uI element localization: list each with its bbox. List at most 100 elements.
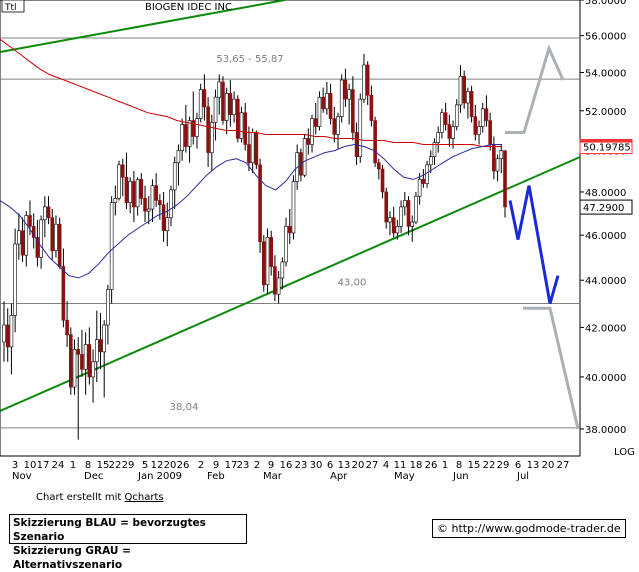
candle-body bbox=[425, 164, 429, 184]
candle-body bbox=[180, 124, 184, 151]
candle-body bbox=[46, 206, 51, 218]
level-label: 43,00 bbox=[338, 278, 367, 289]
candle-body bbox=[436, 132, 441, 143]
x-day-label: 22 bbox=[109, 460, 122, 471]
qcharts-link[interactable]: Qcharts bbox=[124, 492, 164, 503]
y-tick-label: 44.0000 bbox=[585, 276, 626, 287]
candle-body bbox=[43, 206, 47, 221]
x-month-label: Jul bbox=[516, 471, 529, 482]
candle-body bbox=[72, 349, 77, 388]
symbol-label: Ttl bbox=[4, 3, 17, 13]
x-day-label: 5 bbox=[142, 460, 148, 471]
candle-body bbox=[273, 266, 277, 295]
candle-body bbox=[495, 158, 500, 172]
x-day-label: 26 bbox=[177, 460, 190, 471]
candle-body bbox=[146, 208, 151, 212]
candle-body bbox=[458, 75, 463, 106]
y-tick-label: 58.0000 bbox=[585, 0, 626, 7]
candle-body bbox=[24, 215, 29, 256]
candle-body bbox=[306, 138, 311, 145]
candle-body bbox=[358, 98, 363, 157]
x-day-label: 30 bbox=[310, 460, 323, 471]
legend-gray-text: Skizzierung GRAU = Alternativszenario bbox=[13, 545, 131, 571]
candle-body bbox=[87, 344, 92, 378]
x-day-label: 17 bbox=[225, 460, 238, 471]
chart-area: 53,65 - 55,87 43,00 38,04 38.0000 40.0000 42.… bbox=[0, 0, 635, 482]
x-day-label: 3 bbox=[12, 460, 18, 471]
candle-body bbox=[80, 354, 84, 370]
x-day-label: 2 bbox=[254, 460, 260, 471]
candle-body bbox=[217, 81, 222, 98]
x-day-label: 20 bbox=[164, 460, 177, 471]
candle-body bbox=[17, 230, 21, 245]
source-url-box: © http://www.godmode-trader.de bbox=[432, 519, 626, 538]
x-day-label: 18 bbox=[410, 460, 423, 471]
x-day-label: 26 bbox=[425, 460, 438, 471]
candle-body bbox=[206, 106, 210, 153]
x-day-label: 13 bbox=[527, 460, 540, 471]
x-day-label: 16 bbox=[280, 460, 293, 471]
candle-body bbox=[428, 156, 433, 166]
x-day-label: 15 bbox=[468, 460, 481, 471]
candle-body bbox=[388, 217, 392, 223]
candle-body bbox=[224, 93, 229, 121]
candle-body bbox=[20, 230, 25, 256]
candle-body bbox=[499, 150, 504, 160]
candle-body bbox=[380, 168, 385, 193]
x-day-label: 9 bbox=[213, 460, 219, 471]
candles bbox=[2, 53, 507, 440]
copyright-symbol: © bbox=[437, 522, 448, 535]
price-tag-box bbox=[579, 199, 633, 215]
x-day-label: 22 bbox=[483, 460, 496, 471]
x-month-label: Dec bbox=[84, 471, 103, 482]
x-day-label: 8 bbox=[456, 460, 462, 471]
candle-body bbox=[187, 120, 192, 147]
candle-body bbox=[402, 200, 407, 208]
candle-body bbox=[325, 93, 329, 110]
candle-body bbox=[365, 64, 370, 96]
candle-body bbox=[124, 176, 129, 203]
candle-body bbox=[61, 266, 66, 321]
x-day-label: 13 bbox=[338, 460, 351, 471]
candle-body bbox=[2, 324, 6, 343]
x-month-label: Apr bbox=[330, 471, 348, 482]
candle-body bbox=[466, 91, 470, 104]
candle-body bbox=[13, 243, 17, 316]
candle-body bbox=[221, 81, 225, 121]
x-month-label: Feb bbox=[207, 471, 225, 482]
candle-body bbox=[150, 185, 155, 210]
source-url[interactable]: http://www.godmode-trader.de bbox=[451, 522, 621, 535]
x-day-label: 4 bbox=[383, 460, 389, 471]
x-day-label: 11 bbox=[394, 460, 407, 471]
candle-body bbox=[477, 126, 481, 135]
candle-body bbox=[265, 237, 270, 286]
candle-body bbox=[191, 120, 196, 137]
candle-body bbox=[469, 91, 474, 117]
symbol-box bbox=[1, 0, 25, 13]
candle-body bbox=[213, 96, 218, 123]
candle-body bbox=[54, 223, 58, 251]
candle-body bbox=[57, 223, 62, 267]
price-tag-accent bbox=[580, 139, 632, 143]
upper-trendline bbox=[0, 0, 286, 53]
candle-body bbox=[310, 118, 314, 145]
candle-body bbox=[406, 200, 411, 227]
candle-body bbox=[154, 185, 158, 201]
candle-body bbox=[261, 241, 266, 286]
candle-body bbox=[9, 315, 14, 348]
candle-body bbox=[447, 124, 452, 139]
x-day-label: 1 bbox=[70, 460, 76, 471]
candle-body bbox=[243, 112, 248, 145]
x-day-label: 12 bbox=[151, 460, 164, 471]
candle-body bbox=[247, 144, 251, 164]
candle-body bbox=[143, 198, 147, 212]
chart-title: BIOGEN IDEC INC bbox=[145, 2, 232, 13]
x-day-label: 9 bbox=[268, 460, 274, 471]
candle-body bbox=[139, 179, 144, 199]
candle-body bbox=[94, 339, 99, 363]
candle-body bbox=[120, 164, 125, 178]
candle-body bbox=[484, 108, 489, 121]
candle-body bbox=[165, 217, 170, 232]
x-day-label: 17 bbox=[37, 460, 50, 471]
candle-body bbox=[339, 79, 344, 117]
